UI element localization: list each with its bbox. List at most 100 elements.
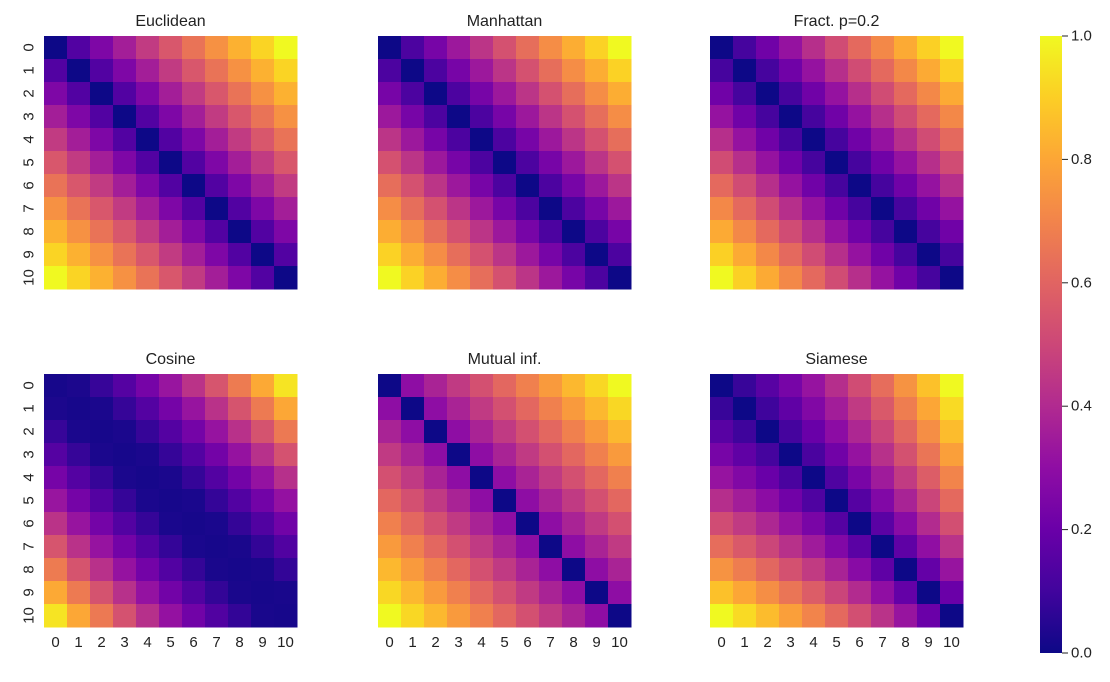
heatmap-cell [136,128,160,152]
heatmap-cell [585,397,609,421]
heatmap-cell [159,397,183,421]
heatmap-cell [44,489,68,513]
heatmap-cell [424,197,448,221]
y-tick-label: 8 [21,227,38,235]
heatmap-cell [447,558,471,582]
heatmap-cell [378,82,402,106]
heatmap-cell [401,82,425,106]
heatmap-cell [562,128,586,152]
heatmap-cell [848,604,872,628]
heatmap-cell [44,374,68,398]
heatmap-cell [182,443,206,467]
heatmap-cell [205,420,229,444]
heatmap-cell [871,420,895,444]
heatmap-cell [182,420,206,444]
heatmap-cell [493,151,517,175]
heatmap-cell [401,443,425,467]
heatmap-cell [562,581,586,605]
heatmap-cell [447,220,471,244]
heatmap-cell [159,374,183,398]
heatmap-cell [825,243,849,267]
heatmap-cell [274,128,298,152]
heatmap-cell [756,558,780,582]
heatmap-cell [113,489,137,513]
heatmap-cell [424,443,448,467]
heatmap-cell [608,558,632,582]
heatmap-cell [159,105,183,129]
heatmap-cell [539,243,563,267]
heatmap-cell [470,535,494,559]
heatmap-cell [493,220,517,244]
heatmap-cell [585,82,609,106]
heatmap-cell [447,266,471,290]
x-tick-label: 1 [408,634,416,651]
heatmap-cell [136,604,160,628]
heatmap-cell [894,128,918,152]
heatmap-cell [44,466,68,490]
heatmap-cell [113,512,137,536]
heatmap-cell [90,59,114,83]
heatmap-cell [710,466,734,490]
heatmap-siamese: Siamese 0 1 2 3 4 5 6 7 8 9 10 [710,351,964,651]
heatmap-cell [424,535,448,559]
heatmap-cell [44,512,68,536]
heatmap-cell [44,243,68,267]
heatmap-cell [848,243,872,267]
heatmap-cell [44,36,68,60]
heatmap-cell [378,197,402,221]
heatmap-cell [182,128,206,152]
heatmap-cell [67,397,91,421]
heatmap-cell [585,243,609,267]
heatmap-cell [228,489,252,513]
heatmap-cell [516,59,540,83]
heatmap-cell [894,558,918,582]
heatmap-cell [585,174,609,198]
x-tick-label: 9 [592,634,600,651]
x-tick-label: 6 [189,634,197,651]
heatmap-cell [539,558,563,582]
heatmap-cell [894,105,918,129]
colorbar: 0.0 0.2 0.4 0.6 0.8 1.0 [1040,28,1092,662]
heatmap-cell [585,197,609,221]
heatmap-cell [90,466,114,490]
heatmap-cell [562,604,586,628]
heatmap-cell [182,558,206,582]
heatmap-cell [274,512,298,536]
heatmap-cell [470,604,494,628]
heatmap-cell [539,151,563,175]
heatmap-cell [493,197,517,221]
heatmap-cell [205,489,229,513]
heatmap-cell [447,151,471,175]
heatmap-cell [251,105,275,129]
heatmap-cell [251,420,275,444]
heatmap-fractional: Fract. p=0.2 [710,13,964,290]
heatmap-cell [401,105,425,129]
heatmap-cell [608,220,632,244]
heatmap-cell [159,535,183,559]
heatmap-cell [848,512,872,536]
heatmap-cell [539,397,563,421]
heatmap-cell [733,151,757,175]
heatmap-cell [159,174,183,198]
heatmap-cell [205,82,229,106]
heatmap-cell [228,443,252,467]
heatmap-cell [251,36,275,60]
heatmap-cell [733,59,757,83]
heatmap-cell [44,604,68,628]
heatmap-cell [274,558,298,582]
x-tick-label: 5 [832,634,840,651]
heatmap-cell [825,581,849,605]
heatmap-cell [917,535,941,559]
heatmap-cell [802,558,826,582]
panel-title: Euclidean [135,13,205,30]
x-tick-label: 7 [212,634,220,651]
heatmap-cell [825,105,849,129]
heatmap-cell [228,105,252,129]
heatmap-cell [205,397,229,421]
heatmap-cell [585,151,609,175]
heatmap-cell [940,581,964,605]
heatmap-cell [917,36,941,60]
heatmap-cell [940,466,964,490]
heatmap-cell [848,489,872,513]
heatmap-cell [274,489,298,513]
